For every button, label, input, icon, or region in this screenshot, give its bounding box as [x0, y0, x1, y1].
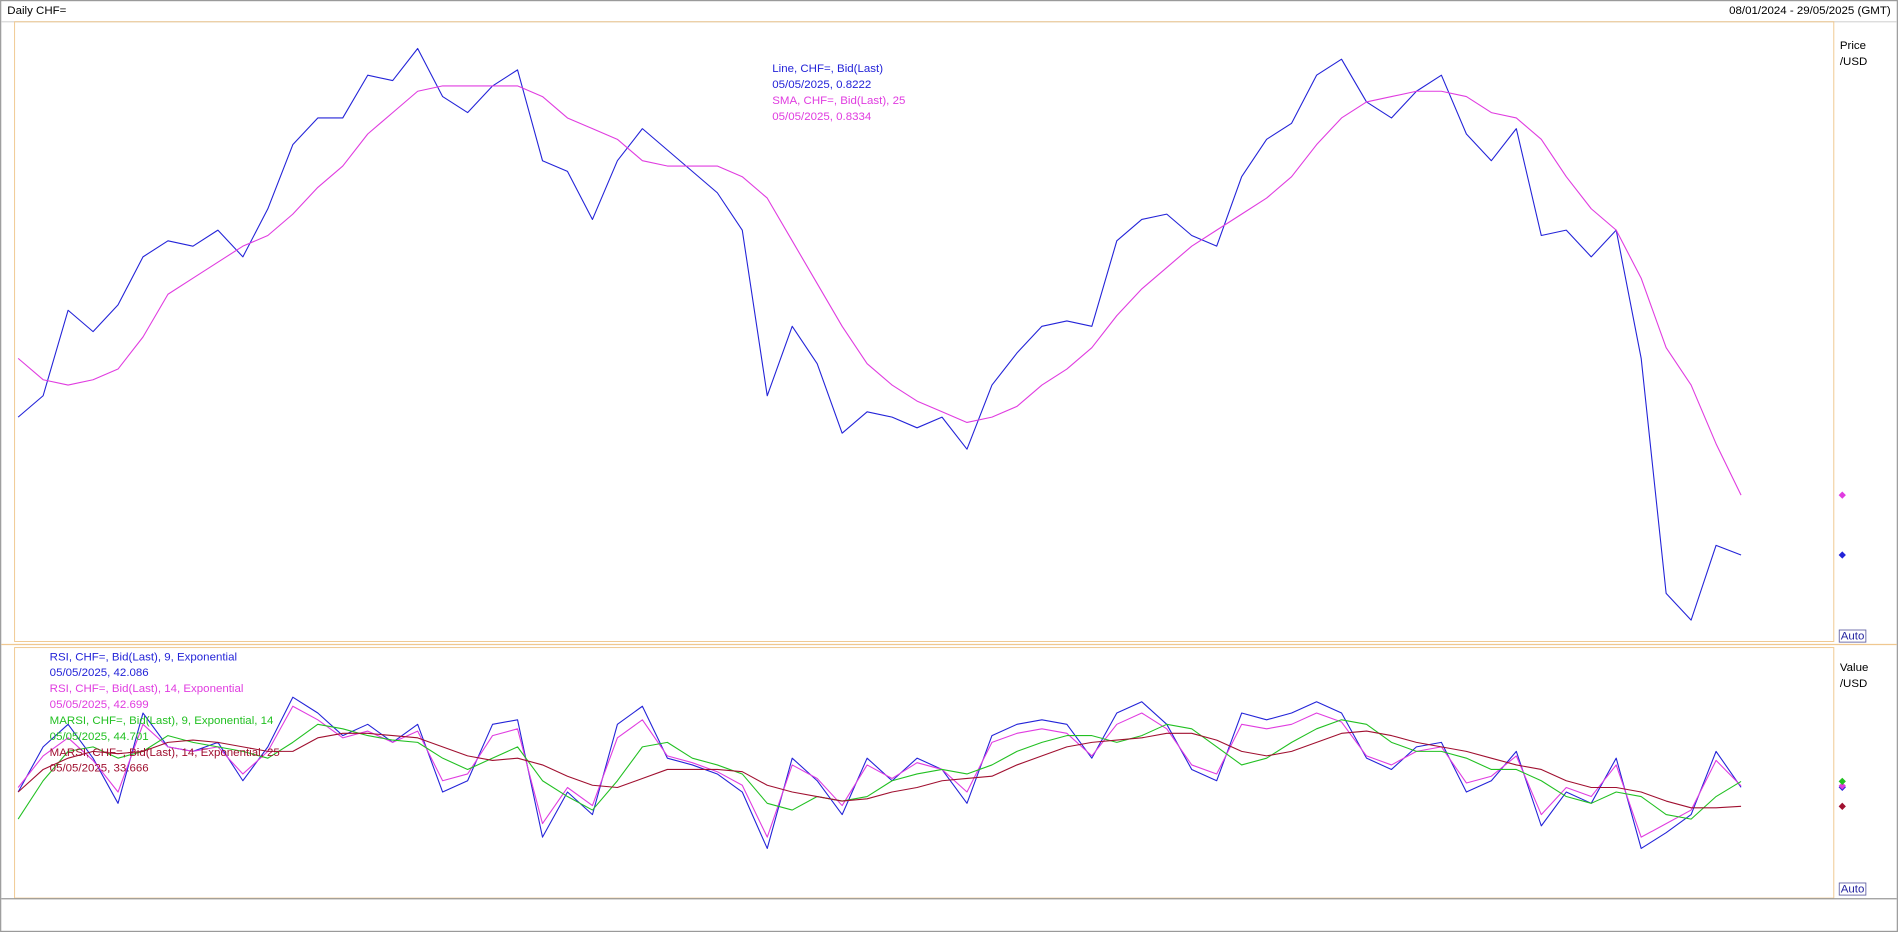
chart-title: Daily CHF=: [7, 5, 66, 17]
series-line: [17, 696, 1742, 849]
auto-scale-button[interactable]: [1838, 882, 1867, 896]
series-layer: [17, 47, 1846, 849]
price-axis-label: Price: [1840, 40, 1866, 52]
series-line: [17, 47, 1742, 621]
label-layer: Line, CHF=, Bid(Last) 05/05/2025, 0.8222 S…: [50, 63, 906, 775]
series-line: [17, 705, 1742, 838]
legend-last-value: 05/05/2025, 44.701: [50, 731, 149, 743]
legend-entry: Line, CHF=, Bid(Last): [772, 63, 883, 75]
legend-last-value: 05/05/2025, 33.666: [50, 763, 149, 775]
last-value-marker: [1838, 782, 1846, 790]
legend-entry: MARSI, CHF=, Bid(Last), 9, Exponential, …: [50, 715, 274, 727]
legend-last-value: 05/05/2025, 42.086: [50, 667, 149, 679]
price-plot-frame: [14, 21, 1835, 642]
value-axis-label: Value: [1840, 662, 1869, 674]
legend-entry: RSI, CHF=, Bid(Last), 9, Exponential: [50, 651, 237, 663]
auto-scale-label[interactable]: Auto: [1841, 631, 1865, 643]
last-value-marker: [1838, 491, 1846, 499]
series-line: [17, 85, 1742, 496]
date-range: 08/01/2024 - 29/05/2025 (GMT): [1729, 5, 1891, 17]
last-value-marker: [1838, 802, 1846, 810]
auto-scale-label[interactable]: Auto: [1841, 884, 1865, 896]
series-line: [17, 719, 1742, 820]
price-axis-unit: /USD: [1840, 56, 1867, 68]
auto-scale-button[interactable]: [1838, 629, 1867, 643]
value-axis-unit: /USD: [1840, 678, 1867, 690]
legend-entry: SMA, CHF=, Bid(Last), 25: [772, 95, 905, 107]
legend-last-value: 05/05/2025, 42.699: [50, 699, 149, 711]
legend-entry: RSI, CHF=, Bid(Last), 14, Exponential: [50, 683, 244, 695]
last-value-marker: [1838, 551, 1846, 559]
legend-entry: MARSI, CHF=, Bid(Last), 14, Exponential,…: [50, 747, 280, 759]
series-line: [17, 730, 1742, 809]
legend-last-value: 05/05/2025, 0.8334: [772, 111, 872, 123]
legend-last-value: 05/05/2025, 0.8222: [772, 79, 871, 91]
